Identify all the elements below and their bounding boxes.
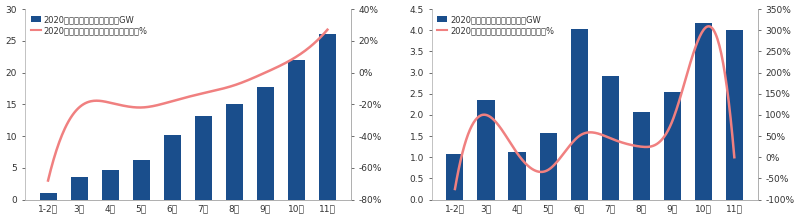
Bar	[70, 177, 88, 200]
Bar	[257, 87, 274, 200]
Bar	[539, 133, 557, 200]
Bar	[509, 152, 526, 200]
Bar	[288, 60, 305, 200]
Bar	[664, 92, 681, 200]
Bar	[226, 104, 243, 200]
Bar	[478, 100, 494, 200]
Bar	[602, 76, 618, 200]
Bar	[133, 160, 150, 200]
Bar	[319, 34, 336, 200]
Bar	[446, 154, 463, 200]
Bar	[633, 112, 650, 200]
Bar	[164, 135, 181, 200]
Bar	[726, 30, 743, 200]
Legend: 2020年光伏每月新增装机量，GW, 2020年光伏每月新增装机量同比增速，%: 2020年光伏每月新增装机量，GW, 2020年光伏每月新增装机量同比增速，%	[436, 13, 557, 37]
Bar	[570, 29, 588, 200]
Bar	[694, 23, 712, 200]
Legend: 2020年光伏新增累计装机量，GW, 2020年光伏新增累计装机量同比增速，%: 2020年光伏新增累计装机量，GW, 2020年光伏新增累计装机量同比增速，%	[29, 13, 150, 37]
Bar	[102, 170, 118, 200]
Bar	[194, 116, 212, 200]
Bar	[39, 193, 57, 200]
